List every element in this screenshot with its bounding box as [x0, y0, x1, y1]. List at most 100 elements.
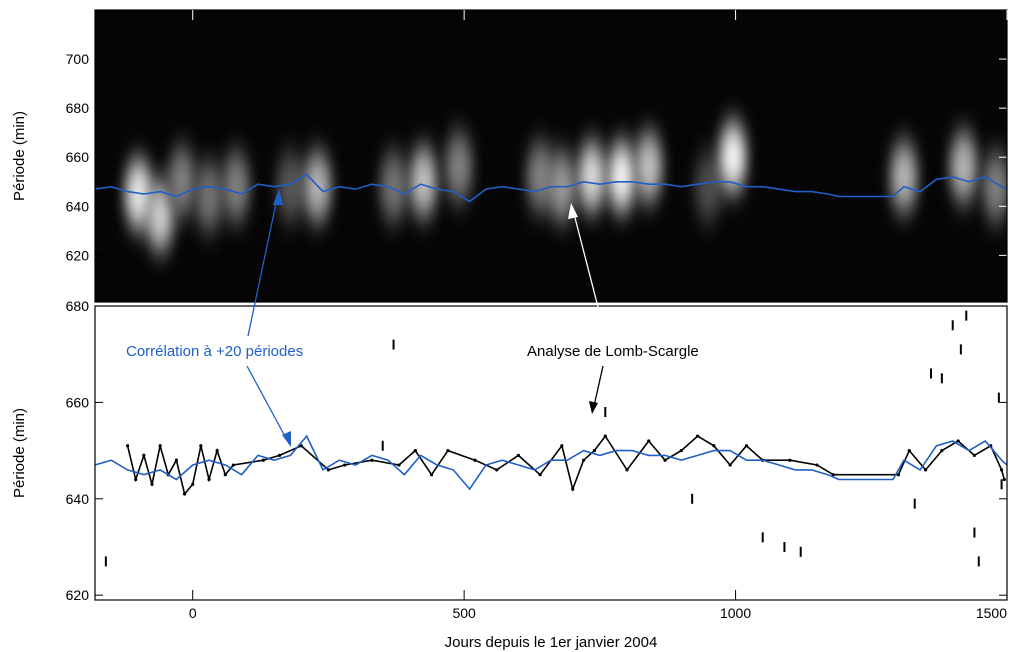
bottom-y-tick-label-2: 660 [66, 394, 90, 410]
top-y-tick-label-0: 620 [66, 247, 90, 263]
lomb-scargle-outlier-7 [930, 368, 932, 379]
lomb-scargle-outlier-5 [783, 541, 786, 552]
lomb-scargle-point-9 [199, 444, 203, 448]
heatmap-hotspot-18 [949, 133, 978, 202]
lomb-scargle-point-19 [370, 458, 374, 462]
lomb-scargle-point-12 [223, 473, 227, 477]
top-y-tick-label-4: 700 [66, 51, 90, 67]
lomb-scargle-outlier-3 [691, 493, 694, 504]
lomb-scargle-point-7 [182, 492, 187, 496]
lomb-scargle-outlier-9 [951, 320, 954, 331]
lomb-scargle-outlier-17 [913, 498, 916, 509]
heatmap-hotspot-3 [195, 162, 223, 231]
top-y-ticks: 620 640 660 680 700 [66, 51, 1007, 263]
heatmap-hotspot-1 [146, 182, 175, 251]
correlation-arrow-up [247, 193, 279, 337]
bottom-y-tick-label-3: 680 [66, 298, 90, 314]
lomb-scargle-point-13 [231, 463, 236, 467]
lomb-scargle-label: Analyse de Lomb-Scargle [527, 343, 699, 360]
lomb-scargle-point-17 [326, 468, 331, 472]
lomb-scargle-point-44 [831, 473, 835, 477]
lomb-scargle-point-38 [712, 444, 716, 448]
heatmap-hotspot-14 [634, 133, 663, 202]
lomb-scargle-point-33 [625, 468, 629, 472]
lomb-scargle-line [126, 434, 1006, 496]
bottom-y-tick-label-0: 620 [66, 587, 90, 603]
heatmap-hotspot-8 [409, 147, 438, 216]
lomb-scargle-point-0 [125, 444, 130, 448]
lomb-scargle-point-10 [207, 477, 211, 482]
top-y-axis-title: Période (min) [11, 111, 28, 201]
lomb-scargle-point-47 [923, 468, 928, 472]
lomb-scargle-point-27 [538, 473, 542, 477]
lomb-arrowhead-up [568, 203, 578, 219]
heatmap-hotspot-16 [718, 123, 747, 192]
lomb-scargle-outlier-11 [973, 527, 976, 538]
lomb-scargle-point-22 [429, 473, 434, 477]
bottom-y-tick-label-1: 640 [66, 491, 90, 507]
lomb-scargle-point-23 [446, 448, 450, 453]
correlation-series-line [95, 434, 1007, 491]
lomb-scargle-point-3 [150, 482, 154, 486]
lomb-arrow-up [572, 209, 607, 339]
lomb-scargle-point-49 [956, 439, 960, 443]
lomb-scargle-point-8 [191, 482, 195, 486]
bottom-x-tick-label-3: 1500 [976, 605, 1007, 621]
correlation-arrow-down [246, 365, 288, 441]
lomb-scargle-point-39 [728, 463, 732, 467]
correlation-arrowhead-down [282, 431, 291, 447]
lomb-scargle-point-11 [215, 448, 219, 453]
lomb-scargle-point-32 [603, 434, 607, 438]
lomb-scargle-point-21 [413, 448, 417, 453]
lomb-scargle-point-2 [142, 453, 146, 458]
lomb-scargle-point-31 [592, 448, 597, 453]
lomb-scargle-point-46 [907, 448, 911, 453]
lomb-scargle-point-50 [972, 453, 977, 458]
correlation-label: Corrélation à +20 périodes [126, 343, 303, 360]
bottom-x-ticks: 0 500 1000 1500 [189, 10, 1008, 621]
heatmap-hotspot-2 [167, 147, 196, 216]
lomb-scargle-outlier-12 [977, 556, 980, 567]
lomb-scargle-point-25 [495, 468, 499, 472]
lomb-scargle-point-37 [695, 434, 700, 438]
lomb-scargle-point-43 [815, 463, 819, 467]
top-y-tick-label-2: 660 [66, 149, 90, 165]
heatmap-hotspot-4 [222, 152, 251, 221]
heatmap-hotspot-7 [379, 152, 408, 221]
lomb-scargle-point-34 [647, 439, 651, 443]
lomb-scargle-point-30 [581, 458, 586, 462]
lomb-scargle-point-42 [788, 458, 792, 462]
heatmap-hotspot-10 [526, 142, 555, 211]
lomb-scargle-outliers [104, 310, 1003, 567]
lomb-scargle-outlier-0 [392, 339, 395, 350]
lomb-scargle-point-1 [134, 477, 138, 482]
bottom-x-tick-label-0: 0 [189, 605, 197, 621]
heatmap-hotspot-0 [124, 160, 153, 229]
lomb-scargle-point-40 [744, 444, 749, 448]
lomb-scargle-outlier-16 [965, 310, 968, 321]
top-panel-frame [94, 9, 1008, 303]
lomb-scargle-point-24 [473, 458, 477, 462]
top-y-tick-label-1: 640 [66, 198, 90, 214]
lomb-scargle-point-14 [261, 458, 265, 462]
lomb-scargle-point-26 [516, 453, 521, 458]
heatmap-hotspot-5 [276, 152, 305, 221]
lomb-scargle-outlier-15 [104, 556, 107, 567]
top-panel: 620 640 660 680 700 Période (min) [11, 9, 1008, 303]
lomb-scargle-outlier-13 [997, 392, 1000, 403]
lomb-scargle-series [125, 434, 1006, 496]
lomb-scargle-outlier-4 [761, 532, 764, 543]
lomb-scargle-outlier-8 [940, 373, 943, 384]
annotations: Corrélation à +20 périodes Analyse de Lo… [126, 189, 699, 447]
lomb-scargle-point-36 [679, 448, 683, 453]
lomb-scargle-point-45 [896, 473, 901, 477]
lomb-arrowhead-down [589, 401, 598, 414]
lomb-scargle-point-15 [277, 453, 282, 458]
bottom-y-axis-title: Période (min) [11, 408, 28, 498]
bottom-y-ticks: 620 640 660 680 [66, 298, 1007, 603]
x-axis-title: Jours depuis le 1er janvier 2004 [445, 634, 658, 651]
lomb-scargle-point-4 [158, 444, 162, 448]
lomb-scargle-point-53 [1002, 477, 1006, 482]
